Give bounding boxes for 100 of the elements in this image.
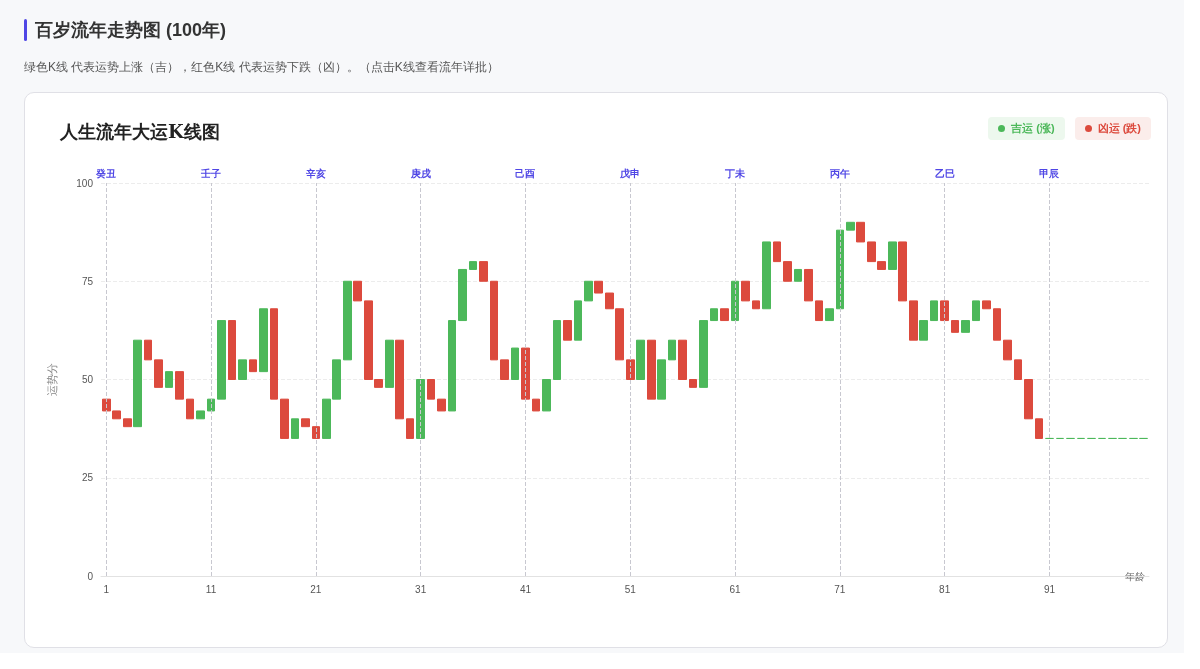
candlestick xyxy=(856,221,865,243)
candlestick xyxy=(699,320,708,388)
candlestick xyxy=(228,320,236,380)
candlestick xyxy=(406,418,414,439)
text: 百岁流年走势图 (100年) xyxy=(35,19,227,42)
candlestick xyxy=(469,261,477,270)
candlestick xyxy=(731,280,739,322)
chart-title: 人生流年大运K线图 xyxy=(59,120,220,142)
y-tick-label: 0 xyxy=(87,570,94,582)
candlestick xyxy=(154,359,163,388)
x-tick-label: 71 xyxy=(834,583,846,595)
candlestick xyxy=(574,300,582,341)
ref-line-label: 壬子 xyxy=(200,167,222,179)
ref-line-label: 己酉 xyxy=(515,167,536,179)
candlestick xyxy=(909,300,918,341)
candlestick xyxy=(458,268,467,322)
ref-line-label: 乙巳 xyxy=(934,167,955,179)
candlestick xyxy=(993,308,1001,341)
candlestick xyxy=(1035,418,1043,439)
candlestick xyxy=(951,320,959,333)
candlestick xyxy=(783,261,792,282)
ref-line-label: 庚戌 xyxy=(409,167,431,179)
candlestick xyxy=(249,359,257,373)
candlestick xyxy=(416,379,425,439)
candlestick xyxy=(479,261,488,282)
candlestick xyxy=(511,347,519,380)
candlestick xyxy=(353,280,362,302)
candlestick xyxy=(647,339,656,400)
candlestick xyxy=(490,280,498,361)
x-tick-label: 41 xyxy=(519,583,532,595)
candlestick xyxy=(794,268,802,282)
candlestick xyxy=(280,398,289,439)
candlestick xyxy=(741,280,750,302)
candlestick xyxy=(678,339,687,380)
candlestick xyxy=(395,339,404,420)
candlestick xyxy=(448,320,456,412)
legend-label: 吉运 (涨) xyxy=(1011,121,1055,136)
candlestick xyxy=(217,320,226,400)
candlestick xyxy=(982,300,991,310)
x-tick-label: 81 xyxy=(939,583,951,595)
candlestick xyxy=(972,300,980,322)
y-axis-title: 运势分 xyxy=(45,363,58,396)
candlestick xyxy=(720,308,729,322)
candlestick xyxy=(888,241,897,270)
candlestick xyxy=(636,339,645,380)
candlestick xyxy=(804,268,813,302)
candlestick xyxy=(144,339,152,361)
candlestick xyxy=(710,308,718,322)
candlestick xyxy=(301,418,310,428)
candlestick xyxy=(626,359,635,380)
candlestick xyxy=(1003,339,1012,361)
candlestick xyxy=(165,371,173,388)
candlestick xyxy=(270,308,278,400)
candlestick xyxy=(532,398,540,412)
ref-line-label: 丁未 xyxy=(724,167,747,179)
candlestick xyxy=(196,410,205,420)
ref-line-label: 癸丑 xyxy=(95,167,117,179)
x-tick-label: 51 xyxy=(624,583,637,595)
x-tick-label: 1 xyxy=(103,583,110,595)
ref-line-label: 丙午 xyxy=(828,167,850,179)
candlestick xyxy=(238,359,247,380)
candlestick xyxy=(657,359,666,400)
candlestick xyxy=(385,339,394,388)
candlestick xyxy=(123,418,132,428)
candlestick xyxy=(836,229,844,310)
candlestick xyxy=(689,379,697,388)
candlestick xyxy=(542,379,551,412)
candlestick xyxy=(521,347,530,400)
candlestick xyxy=(563,320,572,341)
candlestick xyxy=(133,339,142,428)
candlestick xyxy=(825,308,834,322)
y-tick-label: 100 xyxy=(76,177,94,189)
candlestick xyxy=(919,320,928,341)
candlestick xyxy=(961,320,970,333)
candlestick xyxy=(500,359,509,380)
candlestick xyxy=(940,300,949,322)
candlestick xyxy=(594,280,603,294)
candlestick xyxy=(815,300,823,322)
candlestick xyxy=(259,308,268,373)
x-tick-label: 61 xyxy=(729,583,742,595)
candlestick xyxy=(186,398,194,420)
legend-label: 凶运 (跌) xyxy=(1097,121,1141,136)
candlestick xyxy=(773,241,781,263)
y-tick-label: 25 xyxy=(81,472,94,484)
ref-line-label: 甲辰 xyxy=(1039,167,1061,179)
y-tick-label: 75 xyxy=(81,275,94,287)
x-tick-label: 91 xyxy=(1043,583,1056,595)
candlestick xyxy=(175,371,184,400)
candlestick xyxy=(846,221,855,231)
candlestick xyxy=(437,398,446,412)
candlestick xyxy=(930,300,938,322)
candlestick xyxy=(1014,359,1022,380)
candlestick xyxy=(762,241,771,310)
candlestick xyxy=(427,379,435,400)
candlestick xyxy=(584,280,593,302)
candlestick xyxy=(553,320,561,380)
candlestick xyxy=(752,300,760,310)
candlestick xyxy=(1024,379,1033,420)
x-tick-label: 11 xyxy=(205,583,217,595)
candlestick xyxy=(668,339,676,361)
